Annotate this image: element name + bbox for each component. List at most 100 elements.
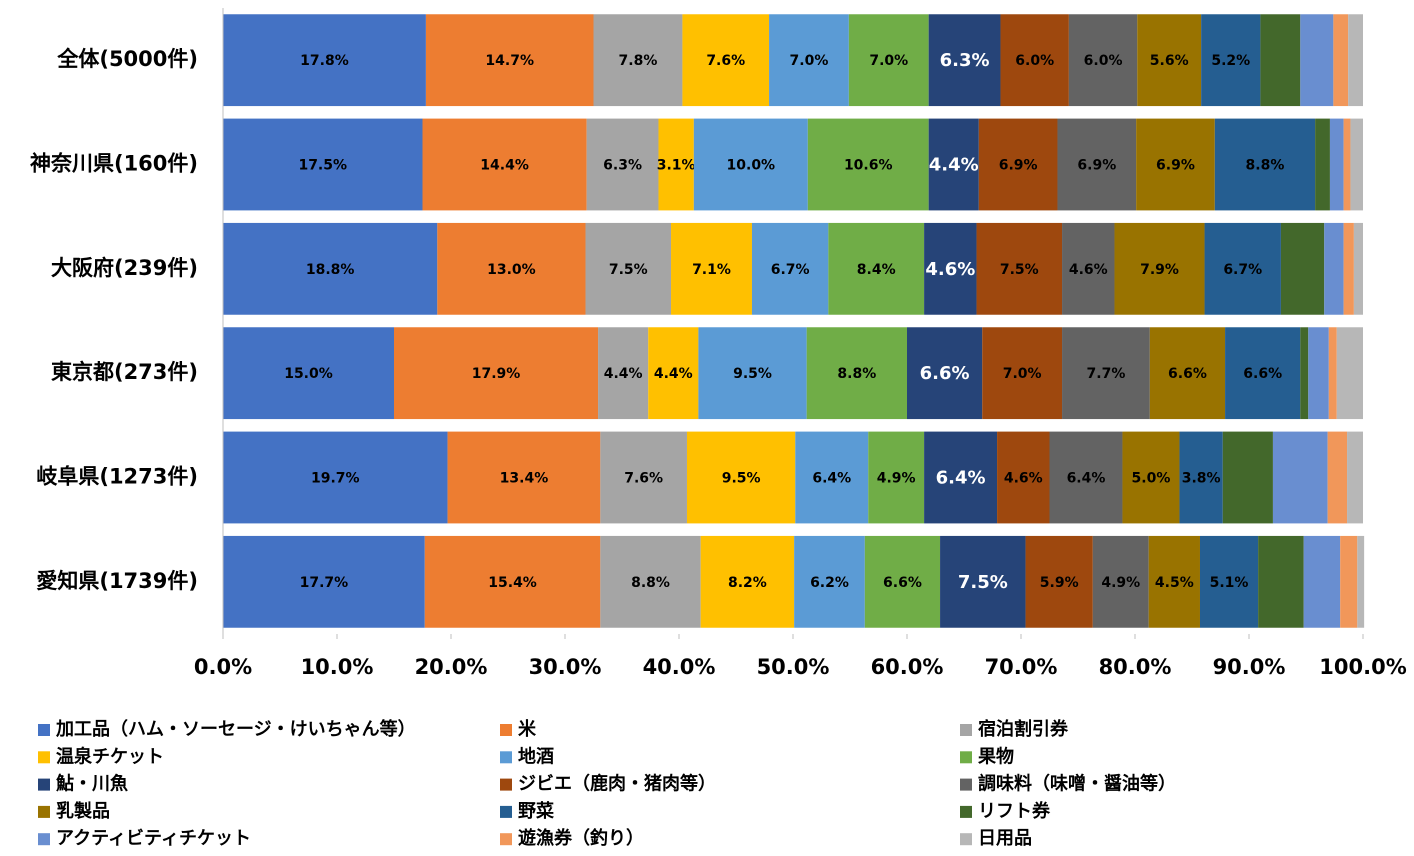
data-label: 7.1%: [692, 262, 731, 278]
data-label: 5.0%: [1132, 471, 1171, 487]
bar-segment: [997, 431, 1050, 524]
data-label: 10.6%: [844, 158, 893, 174]
bar-segment: [682, 14, 770, 107]
bar-segment: [585, 222, 672, 315]
bar-segment: [1049, 431, 1123, 524]
x-tick-label: 80.0%: [1099, 655, 1172, 679]
legend-swatch: [960, 724, 972, 736]
bar-segment: [976, 222, 1063, 315]
bar-segment: [1204, 222, 1281, 315]
data-label: 6.3%: [940, 50, 990, 71]
data-label: 18.8%: [306, 262, 355, 278]
bar-segment: [751, 222, 829, 315]
data-label: 8.8%: [1246, 158, 1285, 174]
data-label: 7.9%: [1140, 262, 1179, 278]
data-label: 8.8%: [837, 366, 876, 382]
data-label: 17.5%: [298, 158, 347, 174]
data-label: 5.1%: [1210, 575, 1249, 591]
bar-segment: [600, 535, 701, 628]
data-label: 6.4%: [812, 471, 851, 487]
data-label: 14.4%: [480, 158, 529, 174]
data-label: 6.4%: [1067, 471, 1106, 487]
legend-label: リフト券: [978, 800, 1051, 822]
data-label: 15.0%: [284, 366, 333, 382]
bar-segment: [1340, 535, 1358, 628]
bar-segment: [1222, 431, 1273, 524]
data-label: 4.6%: [925, 259, 975, 280]
bar-segment: [794, 535, 865, 628]
data-label: 17.9%: [472, 366, 521, 382]
legend-label: 地酒: [518, 745, 554, 767]
legend-swatch: [960, 805, 972, 818]
data-label: 6.3%: [603, 158, 642, 174]
legend-label: 日用品: [978, 828, 1032, 849]
data-label: 6.0%: [1084, 53, 1123, 69]
bar-segment: [1303, 535, 1341, 628]
data-label: 9.5%: [733, 366, 772, 382]
data-label: 10.0%: [727, 158, 776, 174]
data-label: 7.0%: [1003, 366, 1042, 382]
bar-segment: [907, 327, 983, 420]
data-label: 8.8%: [631, 575, 670, 591]
bar-segment: [422, 118, 587, 211]
legend-label: 遊漁券（釣り）: [518, 827, 644, 849]
bar-segment: [700, 535, 795, 628]
bar-segment: [1057, 118, 1137, 211]
data-label: 15.4%: [488, 575, 537, 591]
bar-segment: [1149, 327, 1226, 420]
bar-segment: [223, 118, 423, 211]
bar-segment: [437, 222, 586, 315]
data-label: 6.6%: [883, 575, 922, 591]
bar-segment: [1068, 14, 1138, 107]
bar-segment: [924, 431, 998, 524]
bar-segment: [658, 118, 694, 211]
bar-segment: [828, 222, 925, 315]
bar-segment: [848, 14, 929, 107]
bar-segment: [924, 222, 977, 315]
bar-segment: [693, 118, 808, 211]
bar-segment: [1336, 327, 1363, 420]
bar-segment: [1315, 118, 1330, 211]
bar-segment: [1300, 14, 1334, 107]
data-label: 7.5%: [1000, 262, 1039, 278]
bar-segment: [1225, 327, 1301, 420]
bar-segment: [1201, 14, 1261, 107]
x-tick-label: 90.0%: [1213, 655, 1286, 679]
data-label: 6.6%: [920, 363, 970, 384]
legend-swatch: [38, 778, 50, 791]
bar-segment: [1343, 118, 1351, 211]
data-label: 6.7%: [771, 262, 810, 278]
bar-segment: [1137, 14, 1202, 107]
bar-segment: [394, 327, 599, 420]
bar-segment: [1348, 14, 1363, 107]
legend-swatch: [38, 833, 50, 846]
bar-segment: [1062, 222, 1115, 315]
bar-segment: [1300, 327, 1309, 420]
data-label: 7.6%: [624, 471, 663, 487]
data-label: 4.4%: [604, 366, 643, 382]
legend-label: 米: [518, 718, 537, 740]
data-label: 7.7%: [1087, 366, 1126, 382]
data-label: 3.8%: [1182, 471, 1221, 487]
bar-segment: [1357, 535, 1365, 628]
data-label: 9.5%: [722, 471, 761, 487]
legend-swatch: [38, 724, 50, 736]
bar-segment: [1328, 327, 1337, 420]
bar-segment: [1347, 431, 1363, 524]
legend-swatch: [960, 751, 972, 764]
bar-segment: [1000, 14, 1069, 107]
x-tick-label: 0.0%: [194, 655, 252, 679]
bar-segment: [928, 14, 1001, 107]
bar-segment: [982, 327, 1063, 420]
bar-segment: [223, 431, 448, 524]
data-label: 13.0%: [487, 262, 536, 278]
data-label: 7.5%: [609, 262, 648, 278]
bar-segment: [586, 118, 659, 211]
data-label: 5.9%: [1040, 575, 1079, 591]
x-tick-label: 30.0%: [529, 655, 602, 679]
bar-segment: [806, 327, 907, 420]
bar-segment: [686, 431, 796, 524]
legend-swatch: [500, 778, 512, 791]
data-label: 4.6%: [1069, 262, 1108, 278]
bar-segment: [1062, 327, 1150, 420]
